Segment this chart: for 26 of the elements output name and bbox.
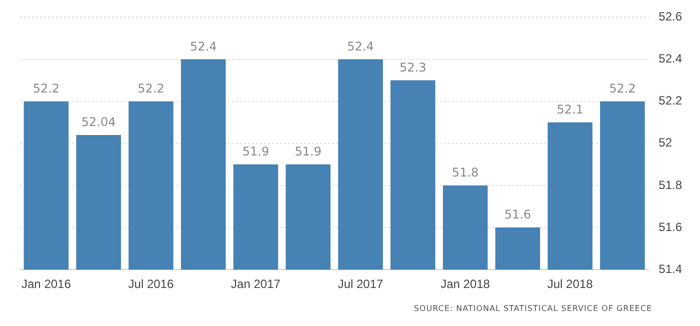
y-tick-label: 51.6 (658, 220, 682, 234)
y-tick-label: 52.2 (658, 94, 682, 108)
data-label: 51.8 (452, 166, 479, 180)
x-tick-label: Jan 2017 (231, 277, 281, 292)
x-tick-label: Jul 2016 (128, 277, 174, 292)
data-label: 52.2 (609, 81, 636, 96)
x-tick-label: Jan 2016 (22, 277, 72, 292)
data-label: 51.6 (504, 208, 532, 222)
data-label: 52.3 (400, 60, 426, 74)
source-note: SOURCE: NATIONAL STATISTICAL SERVICE OF GREECE (414, 304, 652, 313)
y-tick-label: 51.8 (658, 178, 682, 192)
data-label: 52.4 (347, 39, 374, 54)
data-label: 51.9 (242, 144, 270, 159)
data-label: 51.9 (294, 144, 322, 159)
data-label: 52.1 (556, 102, 584, 116)
y-tick-label: 52.6 (658, 10, 682, 24)
y-tick-label: 51.4 (658, 262, 682, 276)
data-label: 52.2 (32, 81, 60, 96)
data-label: 52.2 (138, 81, 164, 96)
data-label: 52.4 (190, 39, 217, 54)
x-tick-label: Jul 2017 (338, 277, 384, 292)
data-label: 52.04 (81, 115, 116, 130)
x-tick-label: Jul 2018 (547, 277, 594, 292)
y-tick-label: 52.4 (658, 52, 682, 66)
y-tick-label: 52 (658, 136, 672, 150)
x-tick-label: Jan 2018 (440, 277, 490, 292)
